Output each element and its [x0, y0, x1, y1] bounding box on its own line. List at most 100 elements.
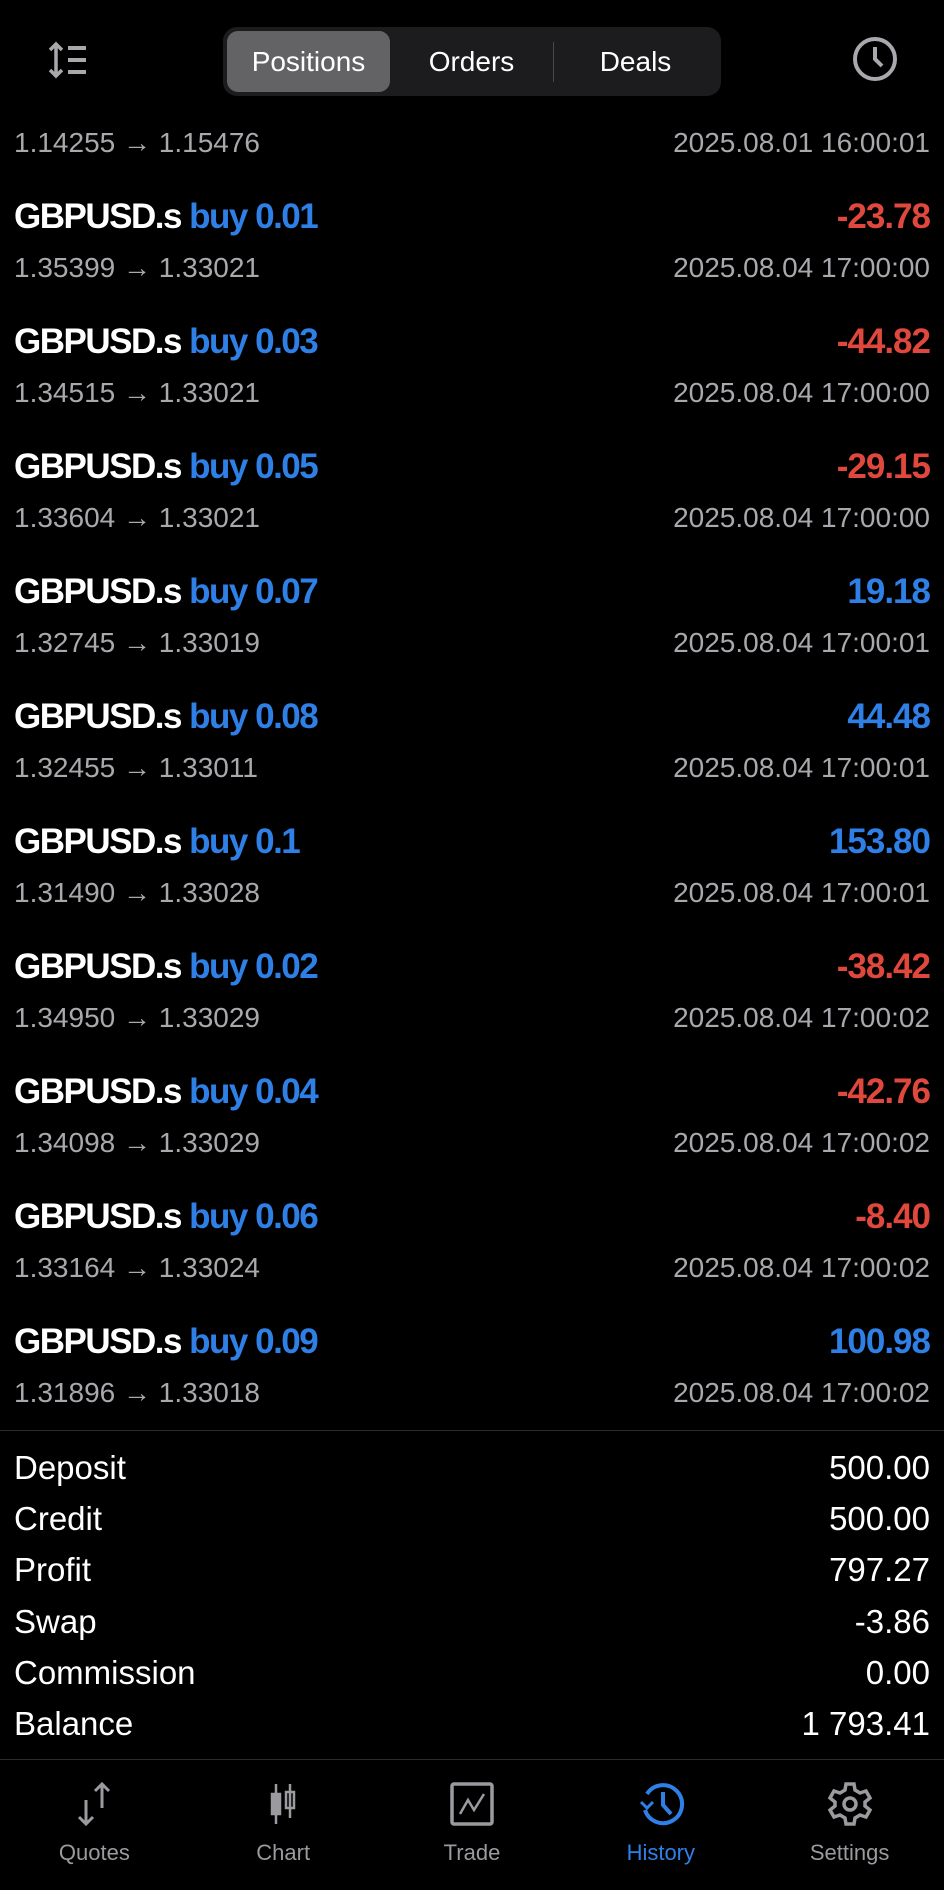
- list-item[interactable]: GBPUSD.s buy 0.1 153.80 1.31490 → 1.3302…: [0, 792, 944, 917]
- profit: -29.15: [836, 447, 931, 486]
- direction-volume: buy 0.02: [189, 947, 319, 986]
- direction-volume: buy 0.04: [189, 1072, 319, 1111]
- summary-row-commission: Commission 0.00: [0, 1647, 944, 1698]
- header: Positions Orders Deals: [0, 0, 944, 100]
- position-title: GBPUSD.s buy 0.06: [14, 1197, 319, 1237]
- symbol: GBPUSD.s: [14, 572, 182, 611]
- list-item[interactable]: 1.14255 → 1.15476 2025.08.01 16:00:01: [0, 42, 944, 167]
- symbol: GBPUSD.s: [14, 947, 182, 986]
- summary-label: Deposit: [14, 1448, 126, 1486]
- list-item[interactable]: GBPUSD.s buy 0.09 100.98 1.31896 → 1.330…: [0, 1292, 944, 1417]
- tab-deals[interactable]: Deals: [599, 45, 672, 77]
- close-time: 2025.08.04 17:00:02: [673, 1002, 930, 1033]
- close-time: 2025.08.04 17:00:01: [673, 877, 930, 908]
- symbol: GBPUSD.s: [14, 322, 182, 361]
- direction-volume: buy 0.01: [189, 197, 319, 236]
- chart-icon: [270, 1784, 296, 1824]
- list-item[interactable]: GBPUSD.s buy 0.04 -42.76 1.34098 → 1.330…: [0, 1042, 944, 1167]
- clock-icon[interactable]: [852, 36, 898, 82]
- profit: -8.40: [855, 1197, 931, 1236]
- position-title: GBPUSD.s buy 0.04: [14, 1072, 319, 1112]
- position-title: GBPUSD.s buy 0.09: [14, 1322, 319, 1362]
- price-range: 1.34950 → 1.33029: [14, 1002, 260, 1033]
- summary-row-profit: Profit 797.27: [0, 1545, 944, 1596]
- profit: -23.78: [836, 197, 931, 236]
- nav-label: History: [626, 1840, 696, 1865]
- symbol: GBPUSD.s: [14, 197, 182, 236]
- position-title: GBPUSD.s buy 0.01: [14, 197, 319, 237]
- summary-row-balance: Balance 1 793.41: [0, 1698, 944, 1749]
- price-range: 1.31896 → 1.33018: [14, 1377, 260, 1408]
- summary-row-swap: Swap -3.86: [0, 1596, 944, 1647]
- direction-volume: buy 0.1: [189, 822, 301, 861]
- price-range: 1.32455 → 1.33011: [14, 752, 258, 783]
- price-range: 1.35399 → 1.33021: [14, 252, 260, 283]
- price-range: 1.33604 → 1.33021: [14, 502, 260, 533]
- position-title: GBPUSD.s buy 0.05: [14, 447, 319, 487]
- symbol: GBPUSD.s: [14, 1072, 182, 1111]
- nav-label: Quotes: [58, 1840, 130, 1865]
- nav-chart[interactable]: Chart: [189, 1760, 378, 1890]
- direction-volume: buy 0.06: [189, 1197, 319, 1236]
- summary-value: 1 793.41: [801, 1705, 930, 1743]
- tab-positions[interactable]: Positions: [227, 31, 390, 92]
- settings-icon: [827, 1782, 872, 1826]
- list-item[interactable]: GBPUSD.s buy 0.08 44.48 1.32455 → 1.3301…: [0, 667, 944, 792]
- profit: 153.80: [828, 822, 931, 861]
- nav-label: Trade: [443, 1840, 501, 1865]
- nav-history[interactable]: History: [566, 1760, 755, 1890]
- close-time: 2025.08.04 17:00:01: [673, 627, 930, 658]
- price-range: 1.34098 → 1.33029: [14, 1127, 260, 1158]
- direction-volume: buy 0.07: [189, 572, 319, 611]
- profit: 100.98: [828, 1322, 931, 1361]
- list-item[interactable]: GBPUSD.s buy 0.03 -44.82 1.34515 → 1.330…: [0, 292, 944, 417]
- summary-label: Profit: [14, 1551, 92, 1589]
- summary-label: Credit: [14, 1499, 103, 1537]
- trade-icon: [450, 1782, 494, 1826]
- profit: 19.18: [847, 572, 931, 611]
- list-item[interactable]: GBPUSD.s buy 0.06 -8.40 1.33164 → 1.3302…: [0, 1167, 944, 1292]
- summary-label: Balance: [14, 1705, 134, 1743]
- summary-value: 0.00: [865, 1653, 930, 1691]
- tab-orders[interactable]: Orders: [428, 45, 515, 77]
- nav-settings[interactable]: Settings: [755, 1760, 944, 1890]
- symbol: GBPUSD.s: [14, 822, 182, 861]
- nav-label: Settings: [809, 1840, 890, 1865]
- summary-value: 500.00: [829, 1448, 930, 1486]
- position-title: GBPUSD.s buy 0.03: [14, 322, 319, 362]
- price-range: 1.33164 → 1.33024: [14, 1252, 260, 1283]
- summary: Deposit 500.00 Credit 500.00 Profit 797.27 Swa…: [0, 1442, 944, 1750]
- divider: [0, 1759, 944, 1760]
- direction-volume: buy 0.08: [189, 697, 319, 736]
- segmented-control: Positions Orders Deals: [223, 27, 721, 96]
- direction-volume: buy 0.03: [189, 322, 319, 361]
- summary-value: -3.86: [854, 1602, 930, 1640]
- summary-label: Commission: [14, 1653, 196, 1691]
- positions-list: 1.14255 → 1.15476 2025.08.01 16:00:01 GB…: [0, 42, 944, 1417]
- summary-value: 797.27: [829, 1551, 930, 1589]
- price-range: 1.14255 → 1.15476: [14, 127, 260, 158]
- summary-row-credit: Credit 500.00: [0, 1493, 944, 1544]
- direction-volume: buy 0.05: [189, 447, 319, 486]
- position-title: GBPUSD.s buy 0.07: [14, 572, 319, 612]
- sort-icon[interactable]: [46, 40, 90, 80]
- nav-trade[interactable]: Trade: [378, 1760, 567, 1890]
- list-item[interactable]: GBPUSD.s buy 0.02 -38.42 1.34950 → 1.330…: [0, 917, 944, 1042]
- position-title: GBPUSD.s buy 0.1: [14, 822, 301, 862]
- price-range: 1.32745 → 1.33019: [14, 627, 260, 658]
- symbol: GBPUSD.s: [14, 697, 182, 736]
- nav-label: Chart: [256, 1840, 311, 1865]
- nav-quotes[interactable]: Quotes: [0, 1760, 189, 1890]
- list-item[interactable]: GBPUSD.s buy 0.05 -29.15 1.33604 → 1.330…: [0, 417, 944, 542]
- close-time: 2025.08.04 17:00:00: [673, 502, 930, 533]
- summary-row-deposit: Deposit 500.00: [0, 1442, 944, 1493]
- close-time: 2025.08.04 17:00:02: [673, 1127, 930, 1158]
- history-icon: [639, 1783, 684, 1826]
- list-item[interactable]: GBPUSD.s buy 0.01 -23.78 1.35399 → 1.330…: [0, 167, 944, 292]
- close-time: 2025.08.04 17:00:00: [673, 252, 930, 283]
- list-item[interactable]: GBPUSD.s buy 0.07 19.18 1.32745 → 1.3301…: [0, 542, 944, 667]
- close-time: 2025.08.04 17:00:02: [673, 1377, 930, 1408]
- close-time: 2025.08.04 17:00:02: [673, 1252, 930, 1283]
- close-time: 2025.08.01 16:00:01: [673, 127, 930, 158]
- profit: -44.82: [836, 322, 931, 361]
